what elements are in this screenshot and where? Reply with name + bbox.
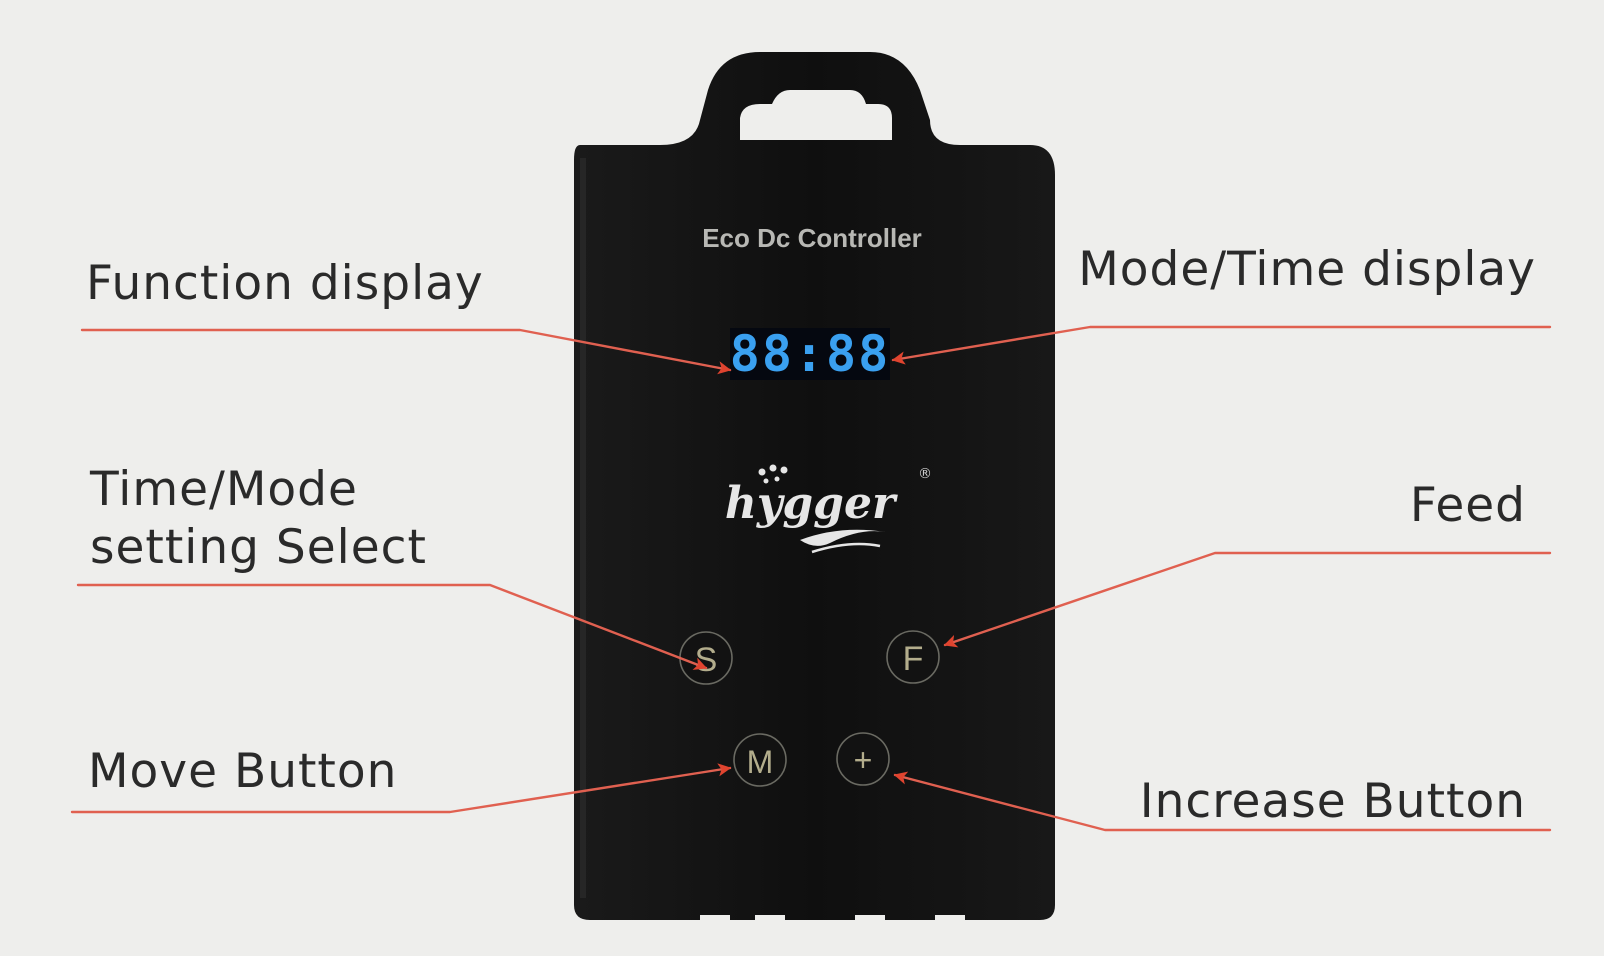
callout-time-mode-line2: setting Select bbox=[90, 520, 427, 575]
brand-text: hygger bbox=[725, 478, 898, 529]
svg-text:F: F bbox=[903, 640, 924, 678]
callout-mode-time-display: Mode/Time display bbox=[1078, 242, 1536, 297]
svg-text:+: + bbox=[854, 742, 873, 778]
callout-function-display: Function display bbox=[86, 256, 484, 311]
hanger-hole bbox=[740, 90, 892, 140]
leader-line-function-display bbox=[80, 328, 732, 375]
leader-line-feed bbox=[943, 551, 1552, 648]
leader-line-mode-time-display bbox=[891, 325, 1552, 365]
move-button[interactable]: M bbox=[733, 733, 787, 787]
select-button[interactable]: S bbox=[679, 631, 733, 685]
increase-button[interactable]: + bbox=[836, 732, 890, 786]
feed-button[interactable]: F bbox=[886, 630, 940, 684]
brand-logo: hygger ® bbox=[725, 464, 932, 554]
leader-line-time-mode-select bbox=[76, 583, 708, 670]
callout-feed: Feed bbox=[1409, 478, 1526, 533]
callout-move-button: Move Button bbox=[88, 744, 398, 799]
bottom-notches bbox=[700, 915, 965, 921]
callout-time-mode-line1: Time/Mode bbox=[90, 462, 358, 517]
led-display-panel bbox=[730, 328, 890, 380]
device-title: Eco Dc Controller bbox=[702, 223, 922, 253]
svg-text:S: S bbox=[695, 641, 718, 679]
svg-text:M: M bbox=[747, 744, 774, 780]
controller-body bbox=[574, 52, 1055, 920]
leader-line-move-button bbox=[70, 763, 732, 814]
led-display: 88:88 bbox=[730, 325, 891, 383]
registered-mark: ® bbox=[918, 466, 932, 482]
callout-increase-button: Increase Button bbox=[1139, 774, 1526, 829]
leader-line-increase-button bbox=[893, 771, 1552, 832]
controller-device: Eco Dc Controller 88:88 hygger ® S F M bbox=[574, 52, 1055, 921]
